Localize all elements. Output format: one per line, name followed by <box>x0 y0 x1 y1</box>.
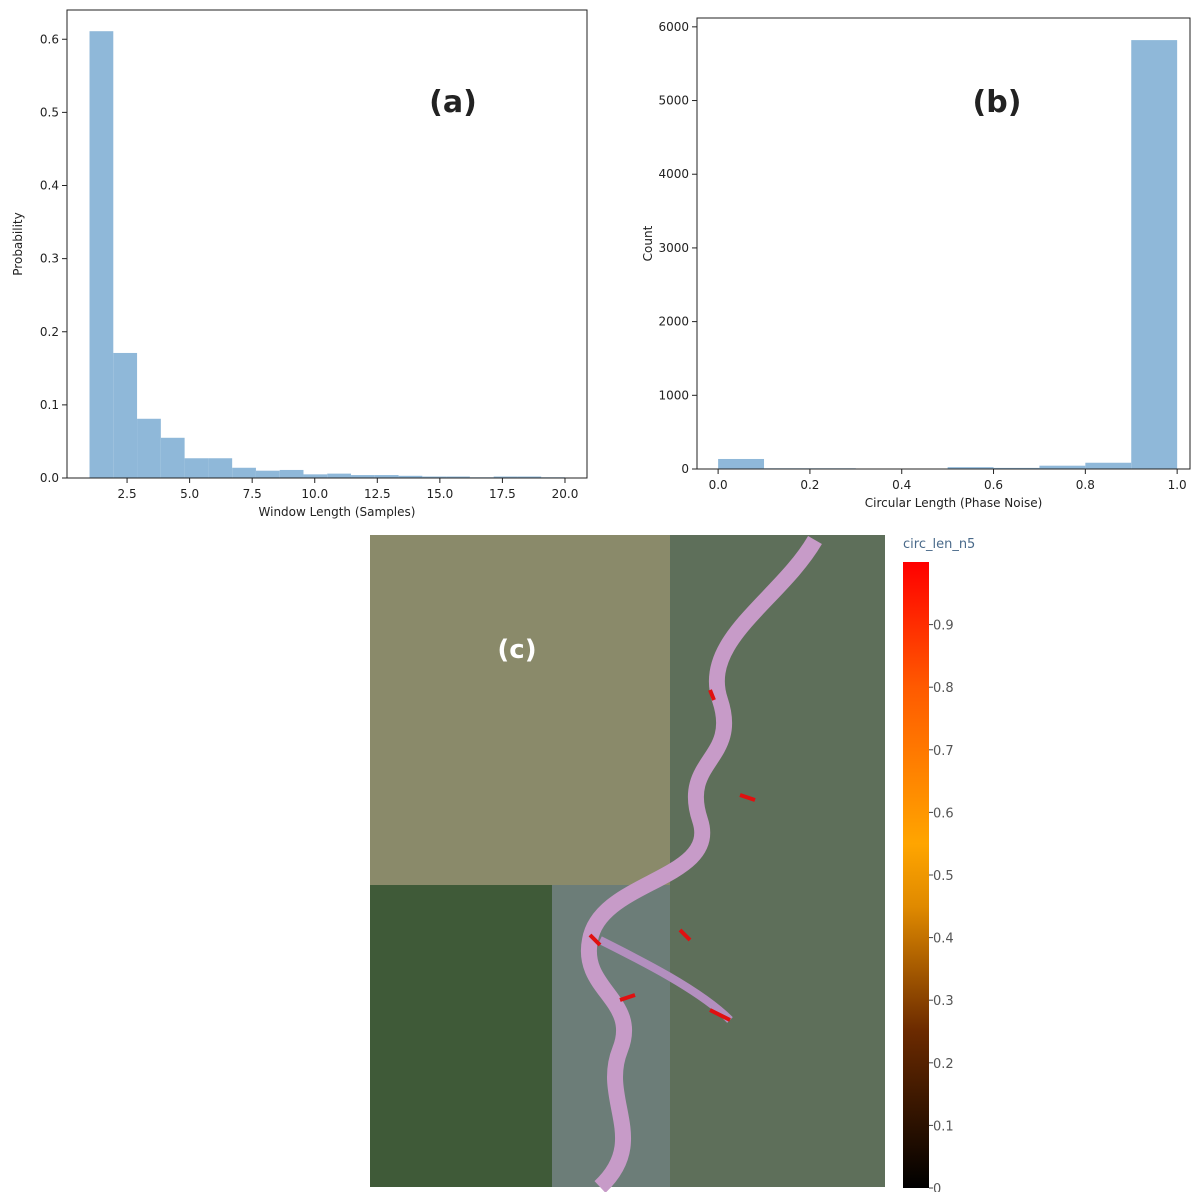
y-tick-label: 0.2 <box>40 325 59 339</box>
map-image <box>370 535 885 1192</box>
y-tick-label: 0.6 <box>40 32 59 46</box>
y-tick-label: 0.0 <box>40 471 59 485</box>
colorbar-tick-label: 0 <box>933 1182 941 1192</box>
x-tick-label: 0.0 <box>709 478 728 492</box>
y-tick-label: 0.3 <box>40 252 59 266</box>
y-tick-label: 0 <box>681 462 689 476</box>
colorbar-title: circ_len_n5 <box>903 537 975 552</box>
colorbar-tick-label: 0.1 <box>933 1119 954 1134</box>
bar <box>184 458 209 478</box>
x-tick-label: 0.4 <box>892 478 911 492</box>
x-tick-label: 17.5 <box>489 487 516 501</box>
bar <box>947 467 994 469</box>
bar <box>137 418 161 478</box>
colorbar-tick-label: 0.6 <box>933 806 954 821</box>
bar <box>160 437 185 478</box>
panel-label: (b) <box>973 85 1022 120</box>
colorbar-tick-label: 0.9 <box>933 619 954 634</box>
y-tick-label: 4000 <box>658 167 689 181</box>
bar <box>255 470 280 478</box>
axes-frame <box>66 9 588 479</box>
x-tick-label: 10.0 <box>301 487 328 501</box>
x-tick-label: 7.5 <box>243 487 262 501</box>
bar <box>351 475 375 478</box>
x-tick-label: 0.6 <box>984 478 1003 492</box>
bar <box>1039 465 1086 469</box>
colorbar <box>903 562 929 1188</box>
y-tick-label: 1000 <box>658 388 689 402</box>
x-axis-label: Window Length (Samples) <box>259 505 416 519</box>
y-axis-label: Probability <box>11 212 25 275</box>
bar <box>89 31 114 479</box>
bar <box>327 473 352 478</box>
colorbar-tick-label: 0.7 <box>933 744 954 759</box>
x-tick-label: 1.0 <box>1168 478 1187 492</box>
y-tick-label: 2000 <box>658 315 689 329</box>
y-tick-label: 0.5 <box>40 105 59 119</box>
colorbar-tick-label: 0.2 <box>933 1057 954 1072</box>
bar <box>1131 40 1178 469</box>
x-tick-label: 2.5 <box>118 487 137 501</box>
x-tick-label: 5.0 <box>180 487 199 501</box>
y-axis-label: Count <box>641 225 655 261</box>
bar <box>279 469 304 478</box>
bar <box>303 474 328 478</box>
x-tick-label: 20.0 <box>552 487 579 501</box>
bar <box>374 475 399 478</box>
bar <box>517 476 542 478</box>
bar <box>208 458 233 478</box>
bar <box>398 475 423 478</box>
bar <box>446 476 470 478</box>
y-tick-label: 3000 <box>658 241 689 255</box>
x-axis-label: Circular Length (Phase Noise) <box>865 496 1043 510</box>
y-tick-label: 6000 <box>658 20 689 34</box>
bar <box>993 467 1040 469</box>
bar <box>113 352 138 478</box>
x-tick-label: 0.8 <box>1076 478 1095 492</box>
x-tick-label: 0.2 <box>800 478 819 492</box>
bar <box>718 458 765 469</box>
y-tick-label: 0.4 <box>40 179 59 193</box>
colorbar-tick-label: 0.5 <box>933 869 954 884</box>
x-tick-label: 15.0 <box>426 487 453 501</box>
bar <box>1085 462 1132 469</box>
bar <box>493 476 518 478</box>
colorbar-tick-label: 0.8 <box>933 681 954 696</box>
axes-frame <box>696 17 1191 470</box>
panel-label: (c) <box>497 635 536 665</box>
panel-label: (a) <box>429 85 477 120</box>
bar <box>232 467 256 478</box>
bar <box>422 476 447 478</box>
y-tick-label: 0.1 <box>40 398 59 412</box>
y-tick-label: 5000 <box>658 94 689 108</box>
colorbar-tick-label: 0.3 <box>933 994 954 1009</box>
colorbar-tick-label: 0.4 <box>933 932 954 947</box>
x-tick-label: 12.5 <box>364 487 391 501</box>
